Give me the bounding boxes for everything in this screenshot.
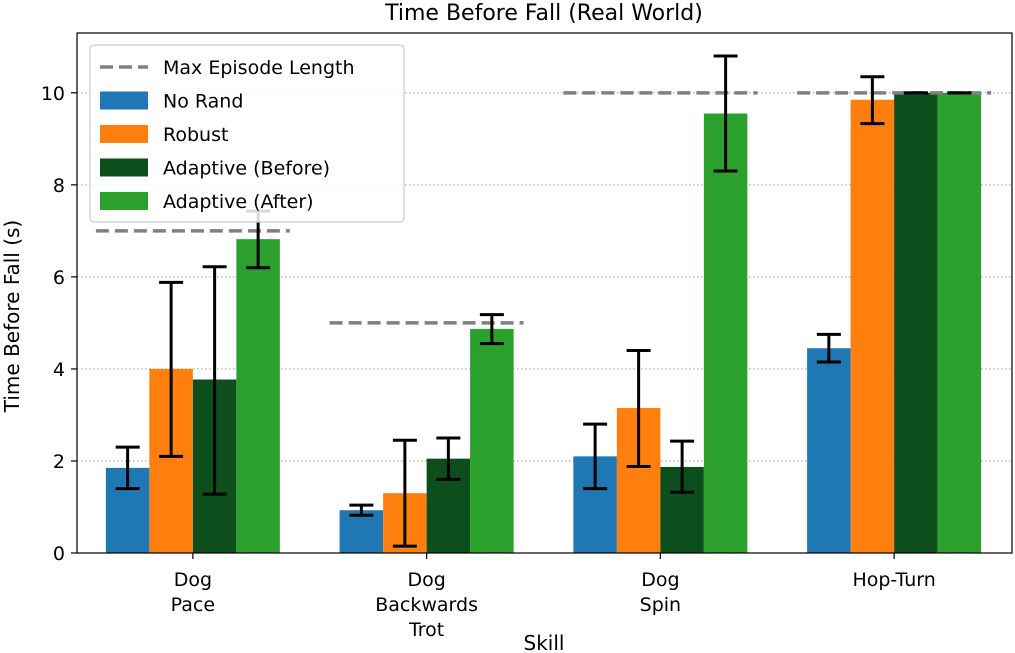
error-bars bbox=[115, 54, 972, 548]
x-tick-label: Backwards bbox=[375, 594, 478, 616]
legend: Max Episode Length No Rand Robust Adaptive … bbox=[89, 44, 405, 223]
x-axis-ticks: Dog Pace Dog Backwards Trot Dog Spin Hop-Turn bbox=[171, 553, 936, 641]
bar bbox=[894, 92, 938, 554]
y-tick-label: 10 bbox=[41, 83, 65, 105]
legend-label: Robust bbox=[163, 124, 228, 146]
legend-swatch bbox=[100, 125, 148, 143]
bar bbox=[850, 99, 895, 554]
y-axis-ticks: 0 2 4 6 8 10 bbox=[41, 83, 77, 565]
x-axis-title: Skill bbox=[524, 631, 565, 653]
legend-swatch bbox=[100, 91, 148, 110]
x-tick-label: Dog bbox=[641, 569, 679, 591]
legend-label: Adaptive (Before) bbox=[163, 158, 330, 180]
x-tick-label: Hop-Turn bbox=[852, 569, 935, 591]
legend-swatch bbox=[100, 192, 148, 210]
x-tick-label: Dog bbox=[174, 569, 212, 591]
y-tick-label: 0 bbox=[53, 543, 65, 565]
x-tick-label: Trot bbox=[408, 619, 444, 641]
y-tick-label: 8 bbox=[53, 175, 65, 197]
bar bbox=[807, 348, 851, 553]
legend-swatch bbox=[100, 158, 148, 177]
y-axis-title: Time Before Fall (s) bbox=[0, 220, 24, 413]
y-tick-label: 4 bbox=[53, 359, 65, 381]
bar bbox=[236, 239, 280, 553]
bar bbox=[703, 113, 748, 553]
y-tick-label: 6 bbox=[53, 267, 65, 289]
x-tick-label: Pace bbox=[171, 594, 215, 616]
bar bbox=[470, 328, 514, 553]
y-tick-label: 2 bbox=[53, 451, 65, 473]
x-tick-label: Spin bbox=[640, 594, 681, 616]
bars bbox=[105, 92, 982, 554]
legend-box bbox=[89, 44, 405, 223]
bar bbox=[339, 510, 384, 553]
bar bbox=[937, 92, 982, 554]
legend-label: No Rand bbox=[163, 91, 243, 113]
legend-label: Max Episode Length bbox=[163, 57, 355, 79]
x-tick-label: Dog bbox=[407, 569, 445, 591]
plot-area-frame bbox=[76, 32, 1013, 554]
chart-title: Time Before Fall (Real World) bbox=[384, 1, 703, 26]
legend-label: Adaptive (After) bbox=[163, 191, 314, 213]
